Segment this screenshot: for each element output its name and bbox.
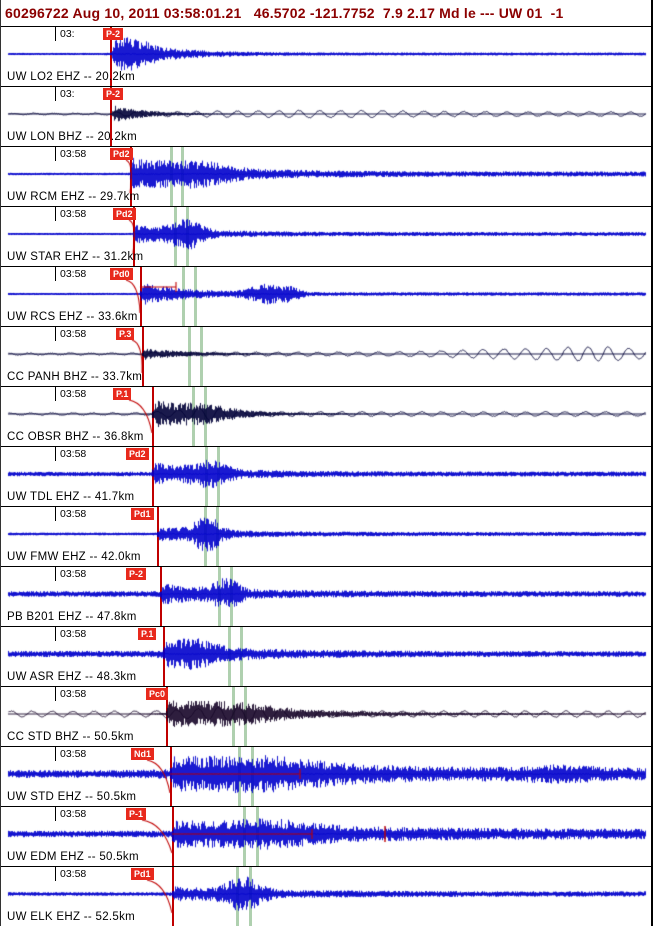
trace-row: 03:58 P.3 CC PANH BHZ -- 33.7km — [0, 326, 653, 386]
trace-time-label: 03:58 — [60, 568, 87, 580]
waveform[interactable] — [0, 807, 653, 866]
trace-row: 03: P-2 UW LON BHZ -- 20.2km — [0, 86, 653, 146]
trace-row: 03:58 P.1 CC OBSR BHZ -- 36.8km — [0, 386, 653, 446]
pick-flag[interactable]: Pd2 — [113, 208, 136, 220]
waveform[interactable] — [0, 207, 653, 266]
minute-tick-icon — [55, 147, 56, 161]
station-label: UW STAR EHZ -- 31.2km — [7, 251, 144, 263]
trace-row: 03:58 P.1 UW ASR EHZ -- 48.3km — [0, 626, 653, 686]
pick-flag[interactable]: Pd1 — [131, 508, 154, 520]
trace-rows: 03: P-2 UW LO2 EHZ -- 20.2km 03: P-2 UW … — [0, 26, 653, 926]
station-label: CC STD BHZ -- 50.5km — [7, 731, 134, 743]
pick-flag[interactable]: Pd1 — [131, 868, 154, 880]
station-label: UW RCM EHZ -- 29.7km — [7, 191, 140, 203]
minute-tick-icon — [55, 207, 56, 221]
pick-flag[interactable]: Pc0 — [146, 688, 169, 700]
trace-time-label: 03:58 — [60, 268, 87, 280]
pick-flag[interactable]: P-1 — [126, 808, 147, 820]
pick-flag[interactable]: Pd0 — [110, 268, 133, 280]
waveform[interactable] — [0, 447, 653, 506]
minute-tick-icon — [55, 687, 56, 701]
waveform[interactable] — [0, 687, 653, 746]
station-label: UW TDL EHZ -- 41.7km — [7, 491, 135, 503]
trace-time-label: 03:58 — [60, 748, 87, 760]
minute-tick-icon — [55, 567, 56, 581]
trace-time-label: 03:58 — [60, 628, 87, 640]
pick-flag[interactable]: P-2 — [103, 88, 124, 100]
waveform[interactable] — [0, 387, 653, 446]
minute-tick-icon — [55, 327, 56, 341]
station-label: CC OBSR BHZ -- 36.8km — [7, 431, 144, 443]
minute-tick-icon — [55, 447, 56, 461]
trace-time-label: 03:58 — [60, 388, 87, 400]
trace-row: 03:58 Pc0 CC STD BHZ -- 50.5km — [0, 686, 653, 746]
minute-tick-icon — [55, 747, 56, 761]
station-label: UW LO2 EHZ -- 20.2km — [7, 71, 136, 83]
trace-time-label: 03:58 — [60, 688, 87, 700]
station-label: PB B201 EHZ -- 47.8km — [7, 611, 137, 623]
pick-flag[interactable]: P.3 — [116, 328, 135, 340]
minute-tick-icon — [55, 507, 56, 521]
waveform[interactable] — [0, 327, 653, 386]
station-label: UW ELK EHZ -- 52.5km — [7, 911, 136, 923]
trace-time-label: 03:58 — [60, 448, 87, 460]
minute-tick-icon — [55, 87, 56, 101]
minute-tick-icon — [55, 387, 56, 401]
pick-flag[interactable]: P.1 — [113, 388, 132, 400]
station-label: CC PANH BHZ -- 33.7km — [7, 371, 143, 383]
trace-row: 03: P-2 UW LO2 EHZ -- 20.2km — [0, 26, 653, 86]
pick-flag[interactable]: Pd2 — [126, 448, 149, 460]
waveform[interactable] — [0, 567, 653, 626]
trace-row: 03:58 Pd1 UW FMW EHZ -- 42.0km — [0, 506, 653, 566]
trace-row: 03:58 Pd2 UW STAR EHZ -- 31.2km — [0, 206, 653, 266]
station-label: UW STD EHZ -- 50.5km — [7, 791, 137, 803]
trace-time-label: 03:58 — [60, 868, 87, 880]
pick-flag[interactable]: Nd1 — [131, 748, 155, 760]
trace-row: 03:58 P-1 UW EDM EHZ -- 50.5km — [0, 806, 653, 866]
waveform[interactable] — [0, 507, 653, 566]
trace-time-label: 03:58 — [60, 148, 87, 160]
trace-row: 03:58 Pd1 UW ELK EHZ -- 52.5km — [0, 866, 653, 926]
trace-row: 03:58 Pd0 UW RCS EHZ -- 33.6km — [0, 266, 653, 326]
event-header: 60296722 Aug 10, 2011 03:58:01.21 46.570… — [5, 5, 564, 21]
waveform[interactable] — [0, 627, 653, 686]
station-label: UW LON BHZ -- 20.2km — [7, 131, 137, 143]
trace-row: 03:58 Nd1 UW STD EHZ -- 50.5km — [0, 746, 653, 806]
trace-time-label: 03: — [60, 88, 75, 100]
waveform[interactable] — [0, 267, 653, 326]
waveform[interactable] — [0, 867, 653, 926]
pick-flag[interactable]: P-2 — [103, 28, 124, 40]
waveform[interactable] — [0, 747, 653, 806]
minute-tick-icon — [55, 627, 56, 641]
minute-tick-icon — [55, 27, 56, 41]
pick-flag[interactable]: P.1 — [138, 628, 157, 640]
trace-row: 03:58 Pd2 UW TDL EHZ -- 41.7km — [0, 446, 653, 506]
pick-flag[interactable]: Pd2 — [110, 148, 133, 160]
station-label: UW RCS EHZ -- 33.6km — [7, 311, 138, 323]
station-label: UW ASR EHZ -- 48.3km — [7, 671, 137, 683]
pick-flag[interactable]: P-2 — [126, 568, 147, 580]
minute-tick-icon — [55, 267, 56, 281]
station-label: UW EDM EHZ -- 50.5km — [7, 851, 139, 863]
trace-time-label: 03:58 — [60, 328, 87, 340]
trace-time-label: 03:58 — [60, 508, 87, 520]
station-label: UW FMW EHZ -- 42.0km — [7, 551, 141, 563]
trace-time-label: 03: — [60, 28, 75, 40]
minute-tick-icon — [55, 867, 56, 881]
trace-row: 03:58 P-2 PB B201 EHZ -- 47.8km — [0, 566, 653, 626]
trace-time-label: 03:58 — [60, 808, 87, 820]
waveform[interactable] — [0, 147, 653, 206]
trace-row: 03:58 Pd2 UW RCM EHZ -- 29.7km — [0, 146, 653, 206]
trace-time-label: 03:58 — [60, 208, 87, 220]
minute-tick-icon — [55, 807, 56, 821]
